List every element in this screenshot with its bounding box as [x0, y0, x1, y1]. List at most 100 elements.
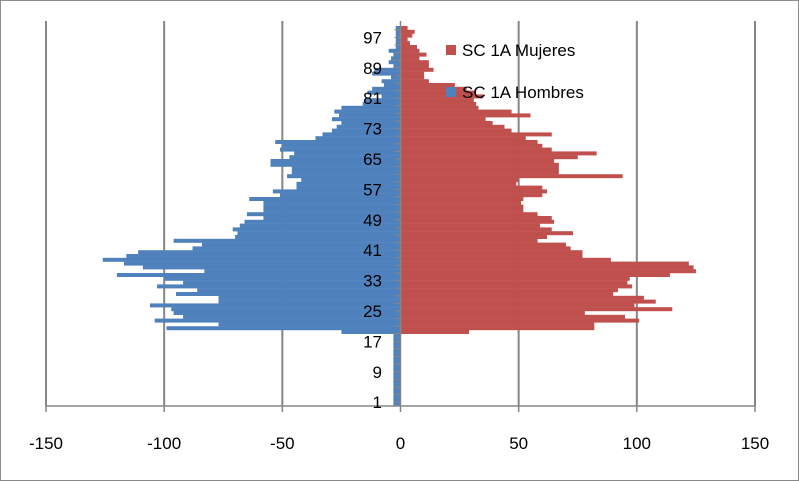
bar-hombres — [395, 37, 401, 42]
y-tick-label: 1 — [373, 393, 382, 412]
axes — [45, 21, 756, 412]
bar-hombres — [322, 132, 401, 137]
bar-hombres — [395, 26, 401, 30]
bar-mujeres — [400, 254, 583, 258]
bar-mujeres — [400, 330, 470, 334]
bar-hombres — [341, 121, 401, 125]
bar-mujeres — [400, 242, 566, 247]
bar-hombres — [395, 29, 401, 34]
bar-mujeres — [400, 102, 477, 106]
bar-hombres — [393, 352, 401, 357]
bar-mujeres — [400, 307, 673, 312]
bar-mujeres — [400, 185, 543, 190]
bar-hombres — [237, 231, 401, 236]
bar-mujeres — [400, 223, 540, 228]
bar-hombres — [263, 204, 401, 209]
y-tick-label: 73 — [363, 120, 382, 139]
bar-mujeres — [400, 136, 526, 141]
bar-hombres — [275, 140, 401, 144]
bar-hombres — [372, 71, 401, 76]
bar-hombres — [296, 185, 401, 190]
bar-hombres — [393, 371, 401, 376]
y-tick-label: 65 — [363, 150, 382, 169]
bar-mujeres — [400, 178, 519, 182]
bar-hombres — [393, 375, 401, 380]
bar-mujeres — [400, 276, 630, 281]
bar-hombres — [393, 360, 401, 365]
bar-hombres — [149, 303, 401, 308]
bar-mujeres — [400, 41, 410, 46]
y-tick-label: 89 — [363, 59, 382, 78]
bar-hombres — [393, 383, 401, 388]
bar-hombres — [374, 67, 401, 72]
y-tick-label: 33 — [363, 272, 382, 291]
bar-mujeres — [400, 219, 555, 224]
bar-mujeres — [400, 56, 420, 61]
bar-mujeres — [400, 257, 611, 262]
bar-hombres — [263, 216, 401, 220]
bar-hombres — [282, 143, 401, 148]
legend-label: SC 1A Mujeres — [462, 41, 575, 60]
bar-mujeres — [400, 273, 670, 277]
bar-mujeres — [400, 235, 548, 239]
bar-hombres — [270, 162, 401, 167]
bar-mujeres — [400, 113, 531, 118]
bar-hombres — [391, 56, 401, 61]
bar-hombres — [301, 178, 401, 182]
bar-hombres — [393, 356, 401, 361]
bar-mujeres — [400, 121, 493, 125]
bar-hombres — [164, 276, 401, 281]
bar-mujeres — [400, 216, 552, 220]
bar-hombres — [393, 394, 401, 399]
bar-hombres — [393, 52, 401, 57]
bar-mujeres — [400, 140, 538, 144]
bar-hombres — [204, 269, 401, 274]
bar-hombres — [362, 102, 401, 106]
bar-mujeres — [400, 288, 618, 293]
bar-hombres — [192, 246, 401, 251]
bar-hombres — [289, 155, 401, 160]
bar-mujeres — [400, 193, 543, 198]
bar-hombres — [246, 212, 401, 217]
bar-mujeres — [400, 174, 623, 179]
bar-mujeres — [400, 71, 425, 76]
bar-mujeres — [400, 231, 574, 236]
x-tick-label: -100 — [147, 434, 181, 453]
bar-mujeres — [400, 292, 614, 296]
bar-mujeres — [400, 299, 656, 304]
bar-hombres — [331, 128, 401, 133]
bar-mujeres — [400, 265, 694, 270]
bar-mujeres — [400, 29, 415, 34]
y-tick-label: 57 — [363, 180, 382, 199]
bar-hombres — [294, 151, 401, 156]
y-tick-label: 9 — [373, 363, 382, 382]
y-tick-label: 41 — [363, 241, 382, 260]
y-tick-label: 81 — [363, 89, 382, 108]
y-tick-labels: 1 9 17 25 33 41 49 57 65 73 81 89 97 — [363, 28, 382, 412]
bar-mujeres — [400, 261, 689, 266]
bar-mujeres — [400, 117, 486, 122]
bar-hombres — [393, 364, 401, 369]
bar-hombres — [393, 341, 401, 346]
bar-mujeres — [400, 52, 427, 57]
bar-hombres — [166, 326, 401, 331]
bar-mujeres — [400, 147, 552, 152]
bar-mujeres — [400, 151, 597, 156]
bar-mujeres — [400, 98, 474, 103]
bar-hombres — [263, 200, 401, 205]
bar-hombres — [183, 314, 401, 319]
bar-hombres — [395, 41, 401, 46]
bar-mujeres — [400, 67, 434, 72]
bar-mujeres — [400, 86, 467, 91]
bar-hombres — [218, 322, 401, 327]
bar-mujeres — [400, 295, 644, 300]
legend: SC 1A Mujeres SC 1A Hombres — [446, 41, 584, 102]
bar-hombres — [142, 265, 401, 270]
bar-mujeres — [400, 143, 543, 148]
bar-hombres — [336, 124, 401, 129]
bar-hombres — [393, 349, 401, 353]
bar-hombres — [279, 147, 401, 152]
bar-mujeres — [400, 326, 595, 331]
